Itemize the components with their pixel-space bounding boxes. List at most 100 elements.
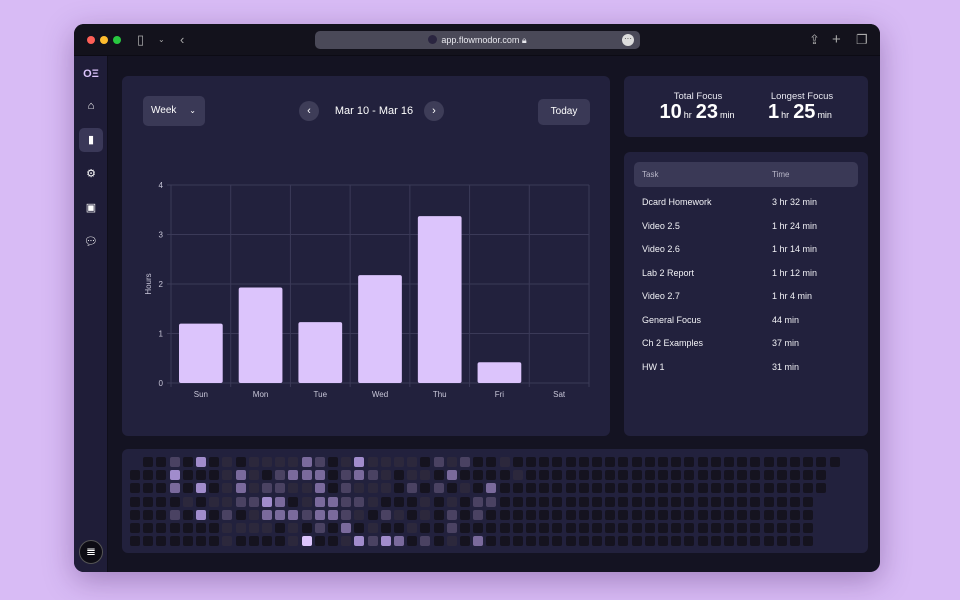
- heatmap-cell[interactable]: [750, 470, 761, 481]
- heatmap-cell[interactable]: [235, 470, 246, 481]
- heatmap-cell[interactable]: [724, 496, 734, 507]
- heatmap-cell[interactable]: [235, 483, 246, 494]
- heatmap-cell[interactable]: [446, 536, 457, 547]
- heatmap-cell[interactable]: [539, 523, 550, 533]
- heatmap-cell[interactable]: [790, 483, 800, 494]
- heatmap-cell[interactable]: [539, 483, 550, 494]
- heatmap-cell[interactable]: [156, 483, 167, 494]
- heatmap-cell[interactable]: [169, 509, 180, 520]
- heatmap-cell[interactable]: [394, 457, 404, 467]
- heatmap-cell[interactable]: [526, 523, 536, 533]
- heatmap-cell[interactable]: [275, 523, 286, 533]
- heatmap-cell[interactable]: [354, 496, 365, 507]
- heatmap-cell[interactable]: [301, 470, 312, 481]
- heatmap-cell[interactable]: [169, 536, 180, 547]
- heatmap-cell[interactable]: [446, 496, 457, 507]
- heatmap-cell[interactable]: [605, 523, 616, 533]
- heatmap-cell[interactable]: [552, 509, 563, 520]
- heatmap-cell[interactable]: [803, 536, 814, 547]
- heatmap-cell[interactable]: [565, 509, 576, 520]
- heatmap-cell[interactable]: [143, 509, 154, 520]
- heatmap-cell[interactable]: [156, 536, 167, 547]
- heatmap-cell[interactable]: [169, 523, 180, 533]
- heatmap-cell[interactable]: [446, 523, 457, 533]
- heatmap-cell[interactable]: [499, 483, 510, 494]
- heatmap-cell[interactable]: [565, 536, 576, 547]
- heatmap-cell[interactable]: [262, 496, 272, 507]
- heatmap-cell[interactable]: [697, 523, 708, 533]
- heatmap-cell[interactable]: [644, 470, 655, 481]
- heatmap-cell[interactable]: [644, 457, 655, 467]
- heatmap-cell[interactable]: [499, 496, 510, 507]
- heatmap-cell[interactable]: [631, 509, 642, 520]
- heatmap-cell[interactable]: [354, 470, 365, 481]
- heatmap-cell[interactable]: [143, 523, 154, 533]
- heatmap-cell[interactable]: [737, 509, 748, 520]
- heatmap-cell[interactable]: [724, 457, 734, 467]
- heatmap-cell[interactable]: [486, 483, 497, 494]
- address-bar[interactable]: app.flowmodor.com 🔒︎ ···: [315, 31, 640, 49]
- heatmap-cell[interactable]: [710, 457, 721, 467]
- heatmap-cell[interactable]: [724, 470, 734, 481]
- heatmap-cell[interactable]: [499, 470, 510, 481]
- heatmap-cell[interactable]: [644, 509, 655, 520]
- heatmap-cell[interactable]: [724, 536, 734, 547]
- heatmap-cell[interactable]: [288, 483, 299, 494]
- heatmap-cell[interactable]: [605, 483, 616, 494]
- heatmap-cell[interactable]: [367, 509, 378, 520]
- heatmap-cell[interactable]: [196, 470, 206, 481]
- heatmap-cell[interactable]: [367, 496, 378, 507]
- heatmap-cell[interactable]: [526, 457, 536, 467]
- heatmap-cell[interactable]: [512, 457, 523, 467]
- heatmap-cell[interactable]: [460, 496, 470, 507]
- heatmap-cell[interactable]: [486, 523, 497, 533]
- heatmap-cell[interactable]: [618, 470, 629, 481]
- heatmap-cell[interactable]: [446, 509, 457, 520]
- heatmap-cell[interactable]: [473, 483, 484, 494]
- heatmap-cell[interactable]: [552, 496, 563, 507]
- heatmap-cell[interactable]: [631, 457, 642, 467]
- heatmap-cell[interactable]: [565, 470, 576, 481]
- heatmap-cell[interactable]: [724, 483, 734, 494]
- heatmap-cell[interactable]: [697, 457, 708, 467]
- heatmap-cell[interactable]: [380, 457, 391, 467]
- heatmap-cell[interactable]: [473, 523, 484, 533]
- tabs-overview-icon[interactable]: ❐: [856, 32, 868, 47]
- heatmap-cell[interactable]: [512, 483, 523, 494]
- heatmap-cell[interactable]: [512, 470, 523, 481]
- heatmap-cell[interactable]: [380, 483, 391, 494]
- heatmap-cell[interactable]: [314, 536, 325, 547]
- heatmap-cell[interactable]: [710, 536, 721, 547]
- heatmap-cell[interactable]: [182, 536, 193, 547]
- heatmap-cell[interactable]: [394, 536, 404, 547]
- heatmap-cell[interactable]: [209, 483, 220, 494]
- heatmap-cell[interactable]: [552, 470, 563, 481]
- minimize-window-button[interactable]: [100, 36, 108, 44]
- heatmap-cell[interactable]: [460, 536, 470, 547]
- heatmap-cell[interactable]: [790, 470, 800, 481]
- heatmap-cell[interactable]: [235, 509, 246, 520]
- heatmap-cell[interactable]: [275, 483, 286, 494]
- heatmap-cell[interactable]: [763, 509, 774, 520]
- heatmap-cell[interactable]: [618, 457, 629, 467]
- heatmap-cell[interactable]: [301, 457, 312, 467]
- heatmap-cell[interactable]: [605, 509, 616, 520]
- heatmap-cell[interactable]: [341, 536, 352, 547]
- heatmap-cell[interactable]: [460, 470, 470, 481]
- heatmap-cell[interactable]: [130, 509, 140, 520]
- heatmap-cell[interactable]: [499, 457, 510, 467]
- heatmap-cell[interactable]: [314, 509, 325, 520]
- heatmap-cell[interactable]: [539, 496, 550, 507]
- heatmap-cell[interactable]: [288, 509, 299, 520]
- previous-week-button[interactable]: ‹: [299, 101, 319, 121]
- heatmap-cell[interactable]: [446, 457, 457, 467]
- heatmap-cell[interactable]: [578, 536, 589, 547]
- heatmap-cell[interactable]: [314, 523, 325, 533]
- heatmap-cell[interactable]: [314, 470, 325, 481]
- heatmap-cell[interactable]: [631, 496, 642, 507]
- heatmap-cell[interactable]: [776, 483, 787, 494]
- heatmap-cell[interactable]: [803, 457, 814, 467]
- heatmap-cell[interactable]: [684, 523, 695, 533]
- heatmap-cell[interactable]: [776, 536, 787, 547]
- sidebar-toggle-icon[interactable]: ▯: [137, 32, 145, 47]
